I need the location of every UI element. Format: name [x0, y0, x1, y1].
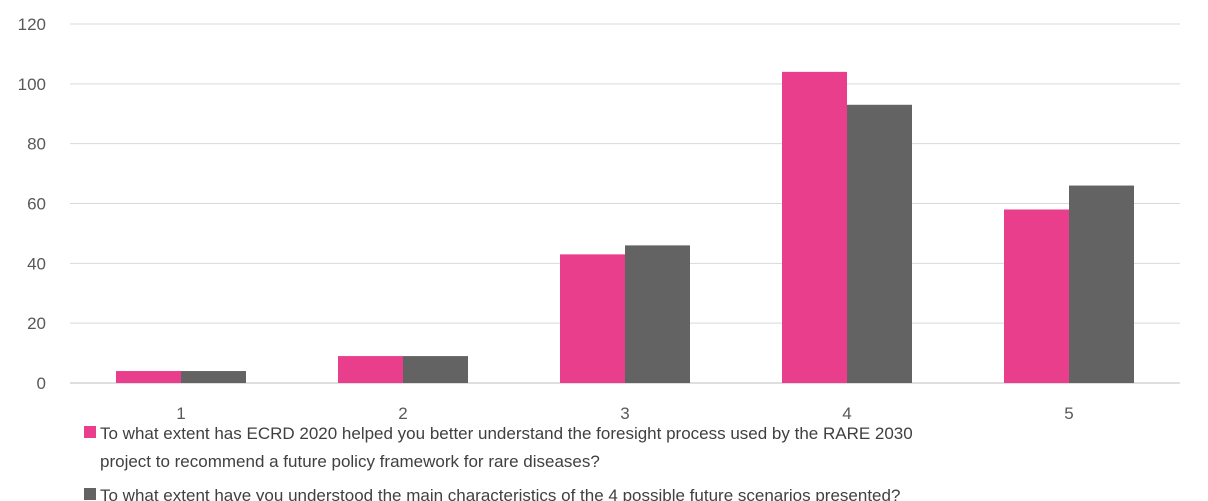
x-axis-ticks: 1 2 3 4 5: [176, 404, 1073, 423]
legend-swatch: [84, 426, 96, 438]
bar-series1-cat2: [338, 356, 403, 383]
legend-label: To what extent have you understood the m…: [100, 486, 900, 501]
y-tick-label: 120: [18, 15, 46, 34]
x-tick-label: 4: [842, 404, 851, 423]
bar-series1-cat3: [560, 254, 625, 383]
y-tick-label: 60: [27, 195, 46, 214]
bar-series2-cat5: [1069, 185, 1134, 383]
x-tick-label: 5: [1064, 404, 1073, 423]
y-tick-label: 100: [18, 75, 46, 94]
legend: To what extent has ECRD 2020 helped you …: [84, 424, 913, 501]
legend-label: project to recommend a future policy fra…: [100, 452, 600, 471]
bars: [116, 71, 1134, 384]
x-tick-label: 2: [398, 404, 407, 423]
y-tick-label: 20: [27, 314, 46, 333]
legend-label: To what extent has ECRD 2020 helped you …: [100, 424, 913, 443]
x-tick-label: 1: [176, 404, 185, 423]
bar-series1-cat4: [782, 71, 847, 383]
y-tick-label: 40: [27, 254, 46, 273]
bar-series1-cat5: [1004, 209, 1069, 383]
legend-swatch: [84, 488, 96, 500]
bar-series1-cat1: [116, 371, 181, 383]
bar-series2-cat4: [847, 104, 912, 384]
bar-series2-cat3: [625, 245, 690, 383]
y-axis-ticks: 0 20 40 60 80 100 120: [18, 15, 46, 393]
bar-series2-cat2: [403, 356, 468, 383]
x-tick-label: 3: [620, 404, 629, 423]
bar-series2-cat1: [181, 371, 246, 383]
y-tick-label: 0: [37, 374, 46, 393]
y-tick-label: 80: [27, 135, 46, 154]
